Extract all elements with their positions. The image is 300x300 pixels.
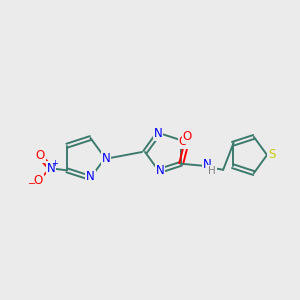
Text: N: N (153, 128, 162, 140)
Text: O: O (183, 130, 192, 143)
Text: N: N (102, 152, 110, 164)
Text: N: N (86, 170, 95, 184)
Text: −: − (28, 179, 36, 189)
Text: O: O (35, 149, 45, 162)
Text: +: + (52, 159, 58, 168)
Text: N: N (203, 158, 212, 171)
Text: S: S (268, 148, 276, 161)
Text: N: N (46, 162, 56, 175)
Text: O: O (33, 174, 43, 187)
Text: N: N (155, 164, 164, 176)
Text: H: H (208, 166, 216, 176)
Text: O: O (178, 135, 188, 148)
